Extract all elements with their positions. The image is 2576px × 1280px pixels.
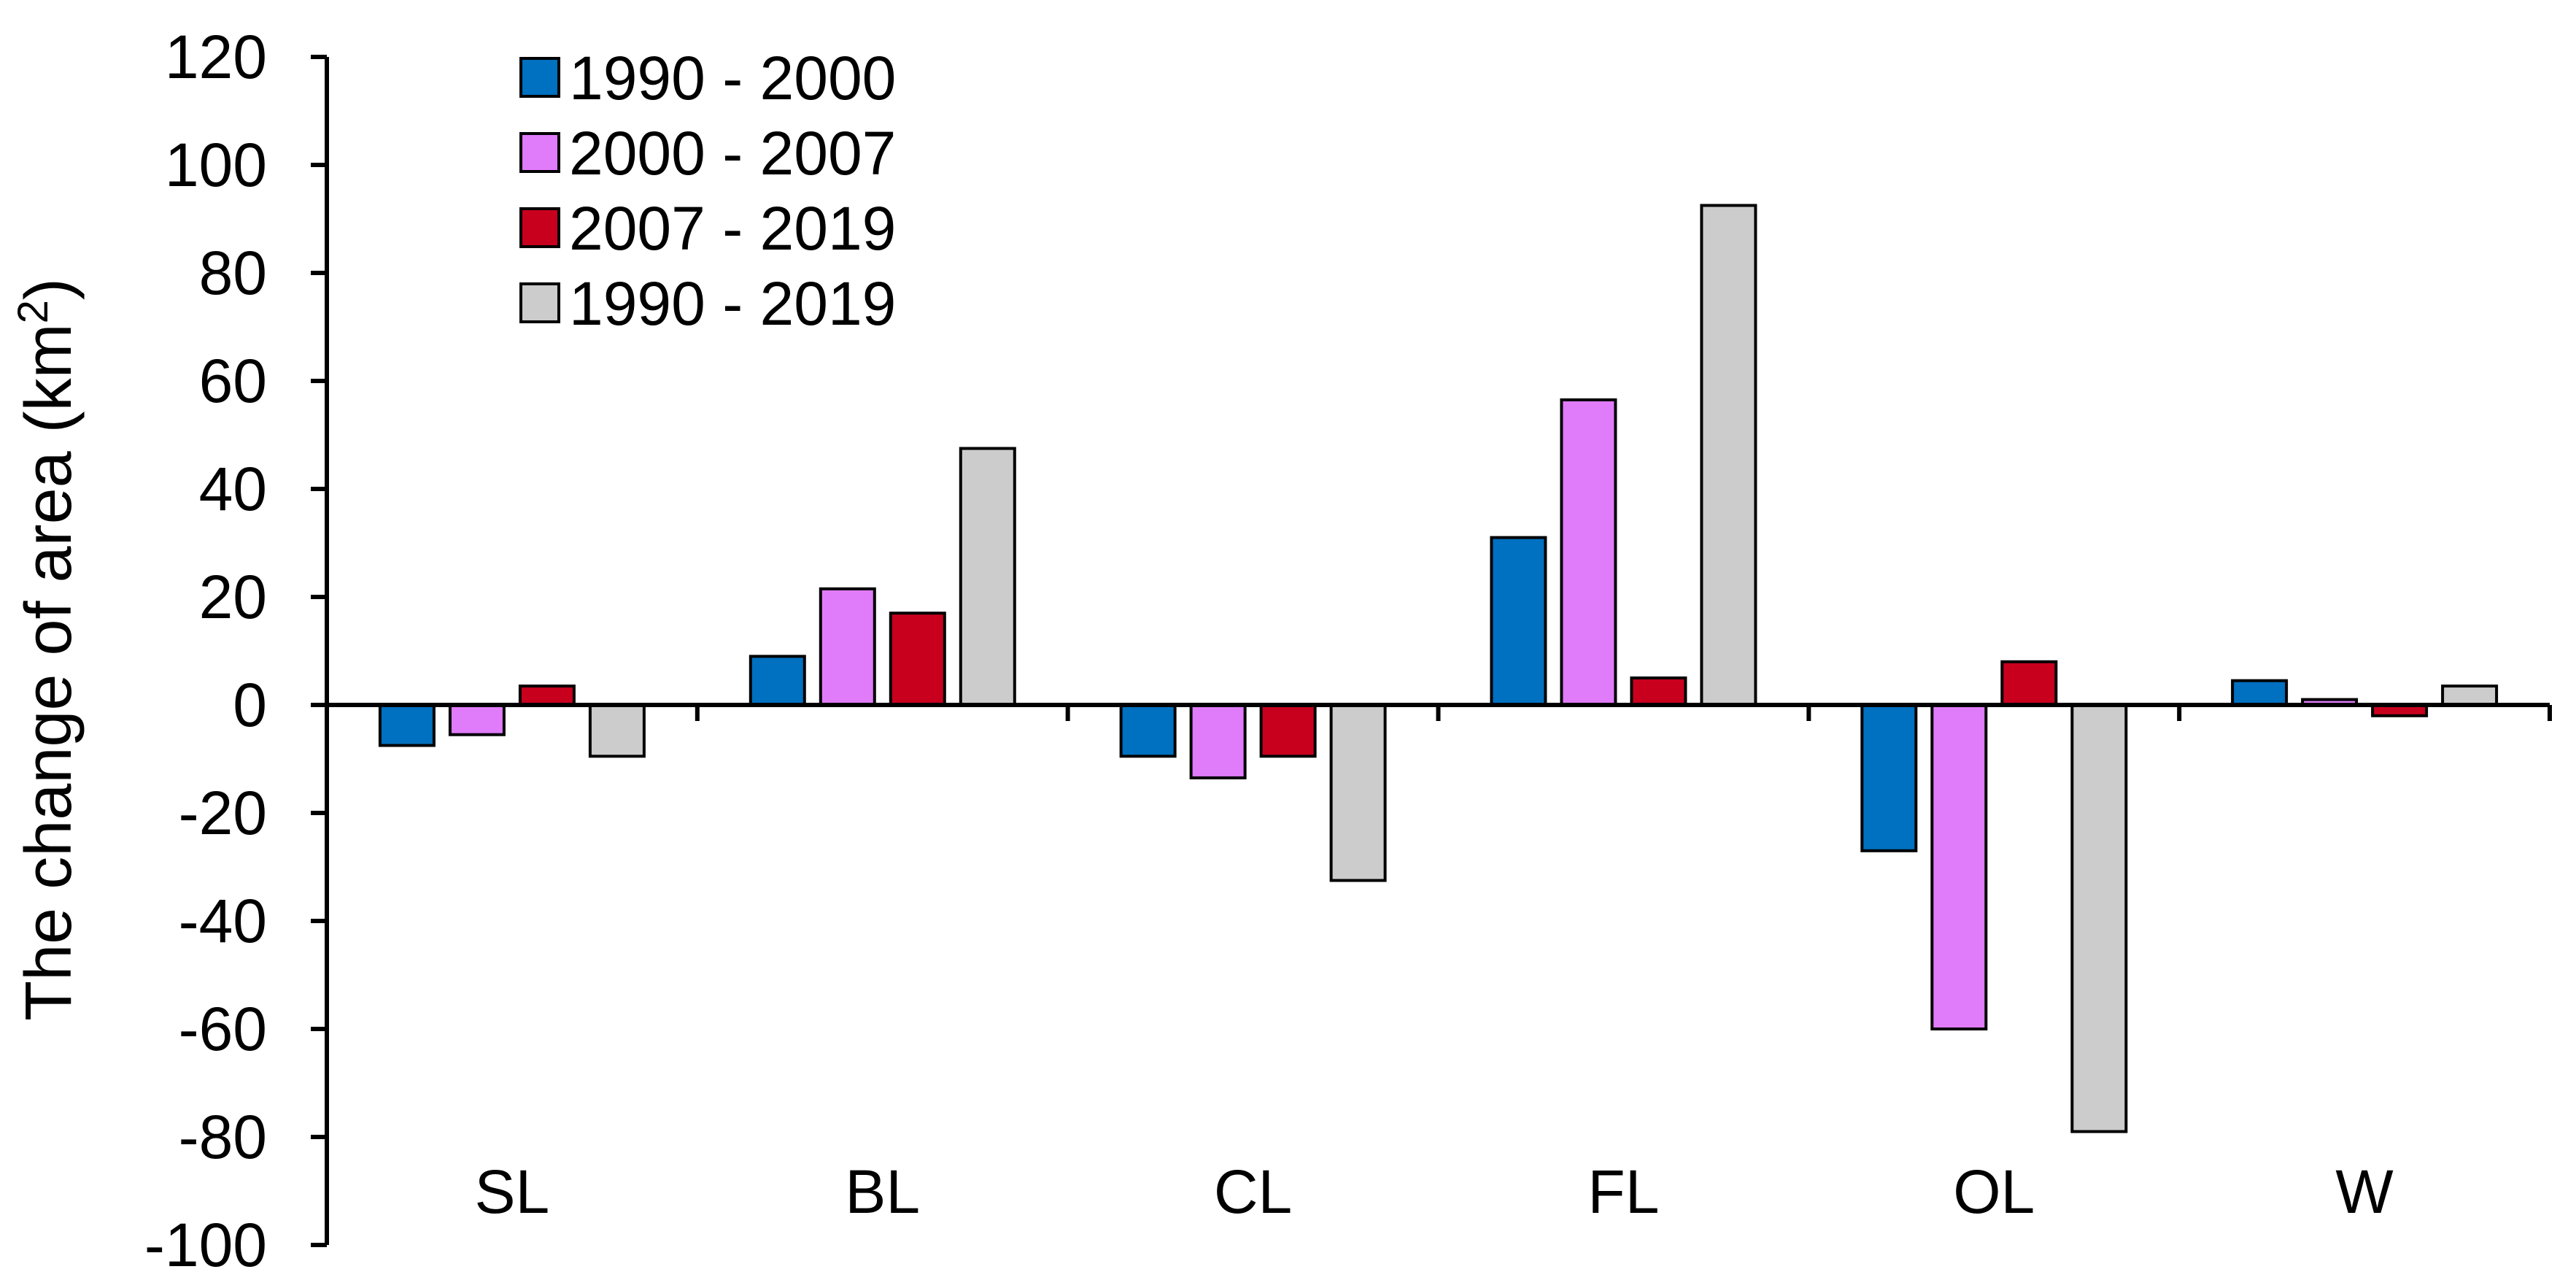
bar-bl-series-4: [959, 447, 1016, 706]
legend-label-3: 2007 - 2019: [569, 194, 896, 263]
legend-label-1: 1990 - 2000: [569, 44, 896, 112]
bar-fl-series-1: [1490, 536, 1547, 706]
legend-label-4: 1990 - 2019: [569, 269, 896, 338]
bar-cl-series-4: [1329, 703, 1387, 882]
legend-label-2: 2000 - 2007: [569, 119, 896, 188]
category-label-fl: FL: [1587, 1157, 1659, 1226]
category-label-w: W: [2335, 1157, 2393, 1226]
category-label-bl: BL: [845, 1157, 920, 1226]
legend-swatch-4: [519, 282, 560, 323]
y-tick-label: -40: [179, 887, 267, 955]
bar-bl-series-1: [749, 655, 806, 707]
y-tick-label: 100: [165, 131, 267, 199]
bar-w-series-1: [2231, 679, 2289, 707]
y-tick-label: 60: [199, 347, 267, 415]
category-label-sl: SL: [475, 1157, 550, 1226]
bar-bl-series-3: [889, 612, 946, 707]
bar-ol-series-4: [2070, 703, 2128, 1133]
y-tick-labels: 120 100 80 60 40 20 0 -20 -40 -60 -80 -100: [144, 23, 267, 1279]
y-tick-label: 40: [199, 455, 267, 523]
y-tick-label: 0: [233, 671, 267, 739]
y-tick-label: -60: [179, 995, 267, 1063]
y-axis-title-close: ): [12, 278, 85, 300]
y-tick-label: 20: [199, 563, 267, 631]
category-labels: SL BL CL FL OL W: [475, 1157, 2394, 1226]
bar-sl-series-4: [588, 703, 646, 758]
bar-sl-series-3: [518, 685, 576, 706]
y-axis-title-superscript: 2: [9, 300, 57, 323]
y-tick-label: 120: [165, 23, 267, 91]
legend-swatch-3: [519, 207, 560, 248]
bar-cl-series-2: [1189, 703, 1247, 779]
category-label-ol: OL: [1953, 1157, 2035, 1226]
bar-sl-series-1: [378, 703, 436, 747]
bar-cl-series-3: [1259, 703, 1317, 758]
bar-fl-series-4: [1700, 204, 1757, 706]
bar-sl-series-2: [448, 703, 506, 736]
bars-layer: [378, 204, 2499, 1133]
bar-fl-series-2: [1560, 398, 1617, 707]
y-axis-title-text: The change of area (km: [12, 323, 85, 1021]
bar-fl-series-3: [1630, 676, 1687, 706]
bar-ol-series-2: [1930, 703, 1988, 1030]
legend-swatch-1: [519, 57, 560, 98]
y-axis-title: The change of area (km2): [9, 278, 86, 1021]
y-tick-label: -100: [144, 1211, 267, 1279]
y-tick-label: -20: [179, 779, 267, 847]
category-label-cl: CL: [1214, 1157, 1292, 1226]
bar-bl-series-2: [819, 587, 876, 707]
bar-w-series-4: [2441, 685, 2499, 706]
legend-swatch-2: [519, 132, 560, 173]
axes-layer: [311, 55, 2552, 1247]
bar-cl-series-1: [1119, 703, 1177, 758]
bar-ol-series-3: [2000, 660, 2058, 706]
y-tick-label: -80: [179, 1103, 267, 1171]
bar-ol-series-1: [1860, 703, 1918, 852]
y-tick-label: 80: [199, 239, 267, 307]
